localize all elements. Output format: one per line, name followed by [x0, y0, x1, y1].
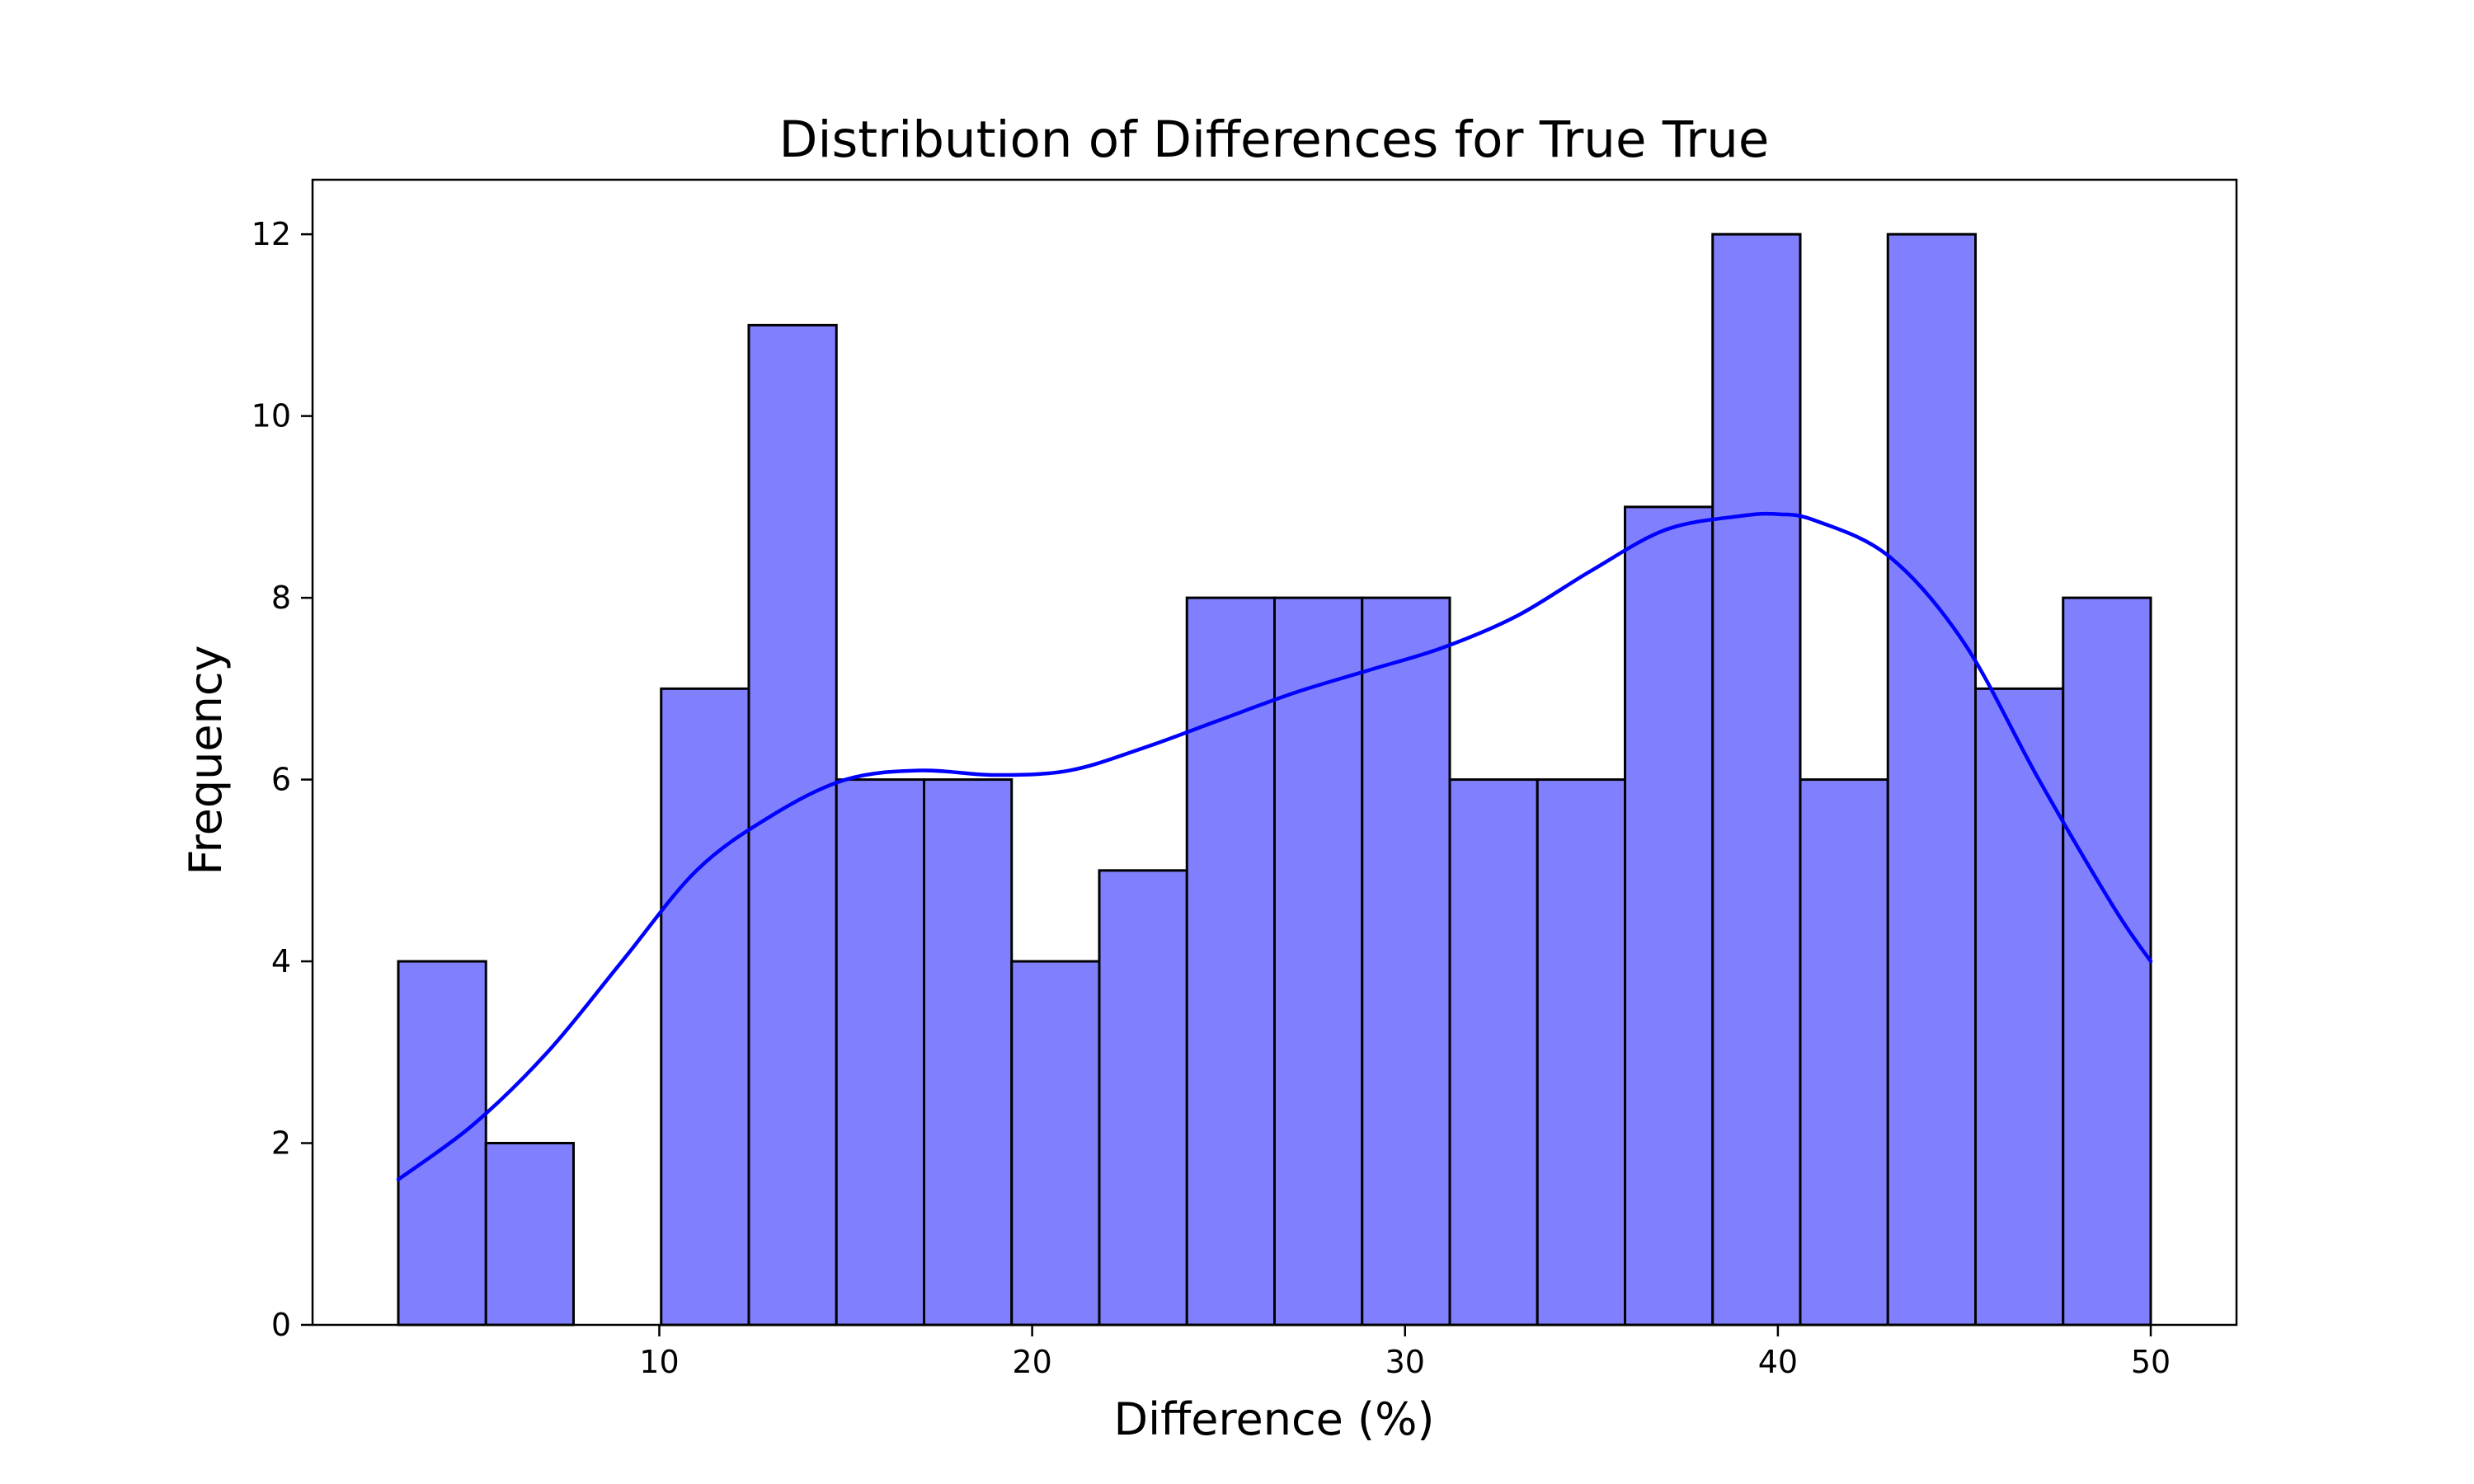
histogram-bar	[747, 323, 838, 1327]
histogram-bar	[922, 778, 1014, 1327]
y-tick-label: 6	[271, 762, 291, 798]
y-tick-label: 2	[271, 1125, 291, 1162]
chart-title: Distribution of Differences for True Tru…	[779, 110, 1770, 169]
histogram-bar	[1974, 687, 2065, 1327]
histogram-bar	[1361, 596, 1451, 1327]
x-axis-label: Difference (%)	[1114, 1393, 1435, 1445]
histogram-bar	[484, 1142, 575, 1327]
histogram-bar	[660, 687, 750, 1327]
y-tick-label: 4	[271, 943, 291, 979]
x-tick-label: 30	[1385, 1344, 1425, 1380]
histogram-bar	[397, 960, 487, 1327]
y-tick-label: 10	[252, 398, 291, 434]
y-tick-label: 0	[271, 1307, 291, 1343]
x-tick-label: 50	[2131, 1344, 2171, 1380]
histogram-bar	[1185, 596, 1276, 1327]
axes-frame	[311, 178, 2238, 1327]
kde-line	[396, 511, 2153, 1181]
histogram-bar	[1098, 869, 1188, 1327]
x-tick-label: 40	[1758, 1344, 1798, 1380]
bars-layer	[397, 232, 2152, 1327]
y-tick-label: 8	[271, 580, 291, 616]
histogram-bar	[1536, 778, 1627, 1327]
y-axis-label: Frequency	[180, 646, 232, 876]
x-axis-ticks: 10 20 30 40 50	[639, 1325, 2171, 1380]
histogram-bar	[1273, 596, 1364, 1327]
histogram-bar	[1886, 232, 1978, 1327]
y-axis-ticks: 0 2 4 6 8 10 12	[252, 216, 313, 1343]
histogram-bar	[1624, 505, 1714, 1327]
histogram-bar	[2062, 596, 2152, 1327]
histogram-bar	[1448, 778, 1539, 1327]
histogram-bar	[1711, 232, 1802, 1327]
y-tick-label: 12	[252, 216, 291, 252]
x-tick-label: 20	[1012, 1344, 1051, 1380]
histogram-bar	[1799, 778, 1889, 1327]
histogram-bar	[835, 778, 925, 1327]
x-tick-label: 10	[639, 1344, 679, 1380]
histogram-bar	[1010, 960, 1101, 1327]
